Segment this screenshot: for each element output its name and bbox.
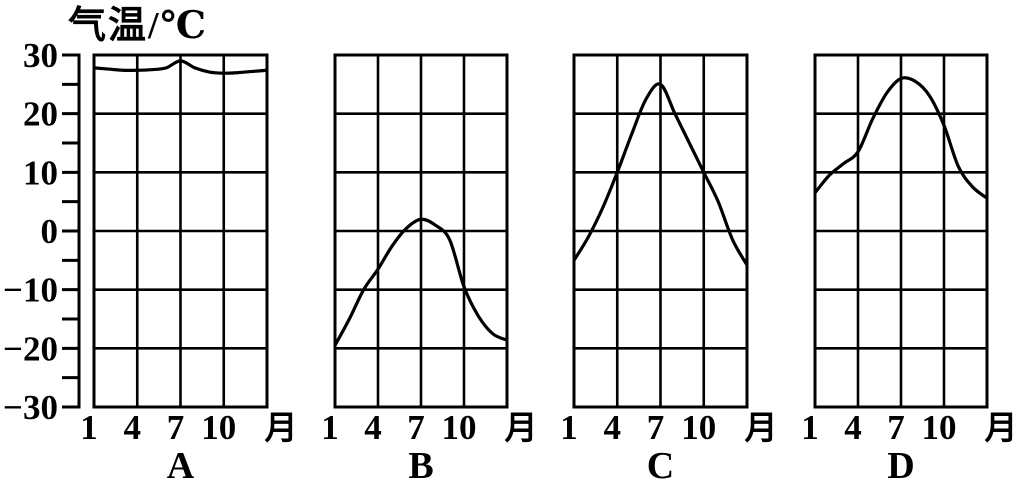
- x-tick-label: 4: [604, 408, 622, 447]
- x-tick-label: 4: [124, 408, 142, 447]
- temperature-curve-B: [334, 217, 508, 347]
- x-tick-label: 10: [201, 408, 236, 447]
- x-tick-label: 4: [844, 408, 862, 447]
- panel-letter: A: [167, 445, 195, 487]
- y-tick-label: 20: [23, 95, 58, 134]
- x-tick-label: 7: [647, 408, 665, 447]
- x-tick-label: 1: [801, 408, 819, 447]
- month-unit-label: 月: [985, 411, 1018, 447]
- month-unit-label: 月: [745, 411, 778, 447]
- temperature-curve-A: [93, 59, 268, 75]
- plot-border: [572, 53, 749, 409]
- temperature-curve-D: [814, 76, 988, 200]
- x-tick-label: 7: [407, 408, 425, 447]
- temperature-curve-C: [573, 82, 748, 267]
- x-tick-label: 4: [364, 408, 382, 447]
- x-tick-label: 1: [560, 408, 578, 447]
- x-tick-label: 7: [887, 408, 905, 447]
- x-tick-label: 10: [442, 408, 477, 447]
- plot-border: [333, 53, 509, 409]
- x-tick-label: 1: [321, 408, 339, 447]
- y-tick-label: −10: [3, 271, 58, 310]
- y-tick-label: 10: [23, 153, 58, 192]
- x-tick-label: 10: [681, 408, 716, 447]
- y-axis-title: 气温/℃: [68, 5, 209, 47]
- y-tick-label: −30: [3, 388, 58, 427]
- panel-letter: B: [408, 445, 433, 487]
- panel-letter: D: [887, 445, 914, 487]
- x-tick-label: 7: [167, 408, 185, 447]
- month-unit-label: 月: [505, 411, 538, 447]
- plot-border: [92, 53, 269, 409]
- month-unit-label: 月: [265, 411, 298, 447]
- x-tick-label: 10: [922, 408, 957, 447]
- y-tick-label: 30: [23, 36, 58, 75]
- y-tick-label: 0: [41, 212, 59, 251]
- panel-letter: C: [647, 445, 674, 487]
- x-tick-label: 1: [80, 408, 98, 447]
- plot-border: [813, 53, 989, 409]
- y-tick-label: −20: [3, 329, 58, 368]
